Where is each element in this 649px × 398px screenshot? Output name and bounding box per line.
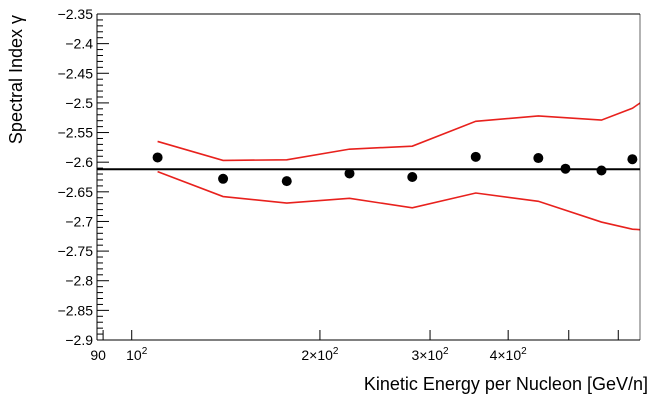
x-tick-label: 4×102 xyxy=(490,346,528,363)
x-axis-label: Kinetic Energy per Nucleon [GeV/n] xyxy=(364,374,648,394)
y-tick-label: −2.55 xyxy=(58,125,94,141)
x-tick-label: 3×102 xyxy=(411,346,449,363)
y-tick-label: −2.75 xyxy=(58,243,94,259)
y-tick-label: −2.4 xyxy=(65,36,93,52)
x-tick-label: 2×102 xyxy=(301,346,339,363)
y-tick-label: −2.8 xyxy=(65,273,93,289)
x-tick-exponent: 2 xyxy=(521,346,527,357)
data-point xyxy=(152,152,163,163)
y-tick-label: −2.5 xyxy=(65,95,93,111)
axes: −2.35 −2.4 −2.45 −2.5 −2.55 −2.6 −2.65 −2.7 −2.7… xyxy=(58,6,641,363)
data-point xyxy=(281,176,292,187)
data-point xyxy=(560,163,571,174)
data-point xyxy=(218,173,229,184)
y-tick-label: −2.65 xyxy=(58,184,94,200)
data-point xyxy=(596,165,607,176)
x-tick-exponent: 2 xyxy=(142,346,148,357)
band-upper-line xyxy=(157,102,640,162)
y-tick-label: −2.45 xyxy=(58,65,94,81)
plot-series xyxy=(97,102,640,231)
data-point xyxy=(344,168,355,179)
x-tick-exponent: 2 xyxy=(443,346,449,357)
data-point xyxy=(407,172,418,182)
y-axis-label: Spectral Index γ xyxy=(6,15,26,144)
band-lower-line xyxy=(157,170,640,231)
y-tick-label: −2.9 xyxy=(65,332,93,348)
y-tick-label: −2.35 xyxy=(58,6,94,22)
data-point xyxy=(533,153,544,164)
x-tick-exponent: 2 xyxy=(333,346,339,357)
y-tick-label: −2.85 xyxy=(58,302,94,318)
x-tick-label: 102 xyxy=(126,346,148,363)
data-point xyxy=(627,154,638,165)
data-point xyxy=(470,151,481,162)
y-tick-label: −2.6 xyxy=(65,154,93,170)
plot-area xyxy=(97,102,640,231)
y-tick-label: −2.7 xyxy=(65,213,93,229)
x-tick-label: 90 xyxy=(90,347,106,363)
